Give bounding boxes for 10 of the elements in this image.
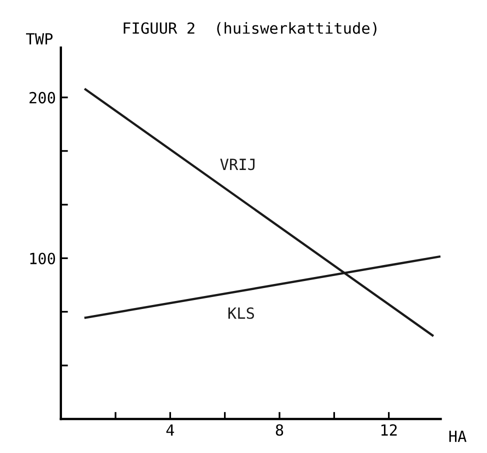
x-tick-label: 8: [276, 424, 284, 436]
y-tick-label: 200: [30, 92, 56, 104]
chart-title: FIGUUR 2 (huiswerkattitude): [124, 22, 376, 36]
x-axis-title: HA: [449, 430, 466, 442]
x-tick-label: 12: [381, 424, 397, 436]
x-tick-label: 4: [166, 424, 174, 436]
y-axis-title: TWP: [26, 33, 53, 44]
y-tick-label: 100: [30, 252, 56, 264]
series-label: KLS: [228, 307, 254, 319]
series-label: VRIJ: [220, 158, 255, 170]
